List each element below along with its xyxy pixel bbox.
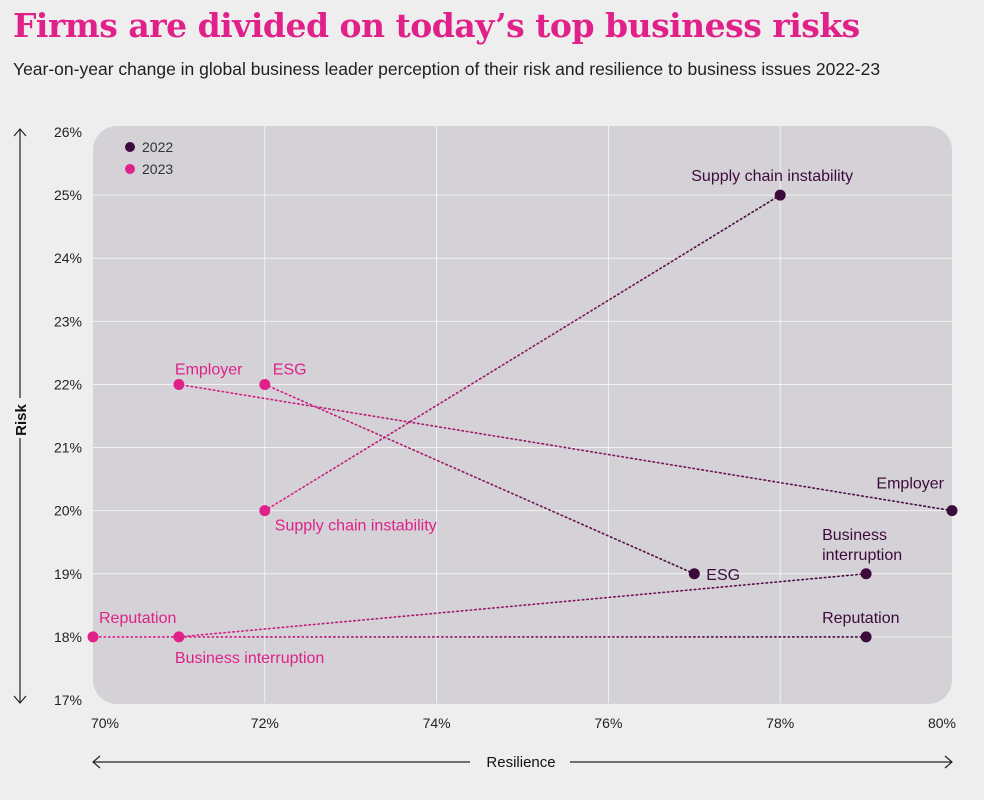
x-tick-label: 78% <box>766 715 794 731</box>
point-2022-reputation <box>860 631 872 643</box>
x-tick-labels: 70% 72% 74% 76% 78% 80% <box>91 715 956 731</box>
x-tick-label: 74% <box>423 715 451 731</box>
data-points <box>87 189 958 643</box>
label-2023-supply-chain-instability: Supply chain instability <box>275 518 437 535</box>
y-tick-label: 17% <box>54 692 82 708</box>
point-labels: Supply chain instability Supply chain ins… <box>99 168 945 667</box>
point-2022-supply-chain-instability <box>774 189 786 201</box>
point-2023-supply-chain-instability <box>259 505 271 517</box>
y-tick-label: 23% <box>54 313 82 329</box>
y-tick-label: 26% <box>54 124 82 140</box>
label-2023-reputation: Reputation <box>99 610 176 627</box>
y-tick-label: 24% <box>54 250 82 266</box>
connector-supply-chain-instability <box>263 194 782 512</box>
x-tick-label: 80% <box>928 715 956 731</box>
legend-label-2023: 2023 <box>142 161 173 177</box>
connector-esg <box>263 383 696 575</box>
point-2022-esg <box>688 568 700 580</box>
point-2023-business-interruption <box>173 631 185 643</box>
label-2022-business-interruption: Business interruption <box>822 527 902 564</box>
y-tick-label: 25% <box>54 187 82 203</box>
connector-employer <box>178 383 953 512</box>
x-axis-title: Resilience <box>486 754 555 771</box>
y-tick-label: 18% <box>54 629 82 645</box>
point-2023-esg <box>259 378 271 390</box>
point-2022-employer <box>946 505 958 517</box>
legend-marker-2023 <box>125 164 135 174</box>
plot-background <box>93 126 952 704</box>
connector-lines <box>92 194 953 638</box>
gridlines <box>93 126 952 703</box>
point-2022-business-interruption <box>860 568 872 580</box>
label-2022-supply-chain-instability: Supply chain instability <box>691 168 853 185</box>
y-tick-label: 22% <box>54 376 82 392</box>
label-2023-business-interruption: Business interruption <box>175 650 324 667</box>
chart-title: Firms are divided on today’s top busines… <box>13 6 860 45</box>
point-2023-reputation <box>87 631 99 643</box>
label-2022-employer: Employer <box>876 476 944 493</box>
point-2023-employer <box>173 378 185 390</box>
y-tick-label: 20% <box>54 503 82 519</box>
label-2023-esg: ESG <box>273 361 307 378</box>
y-tick-label: 21% <box>54 440 82 456</box>
chart-subtitle: Year-on-year change in global business l… <box>13 59 881 79</box>
legend: 2022 2023 <box>125 139 173 177</box>
y-axis-title: Risk <box>13 404 30 436</box>
x-tick-label: 72% <box>251 715 279 731</box>
y-tick-labels: 17% 18% 19% 20% 21% 22% 23% 24% 25% 26% <box>54 124 82 708</box>
legend-marker-2022 <box>125 142 135 152</box>
x-tick-label: 76% <box>594 715 622 731</box>
y-tick-label: 19% <box>54 566 82 582</box>
label-2022-reputation: Reputation <box>822 610 899 627</box>
legend-label-2022: 2022 <box>142 139 173 155</box>
x-tick-label: 70% <box>91 715 119 731</box>
label-2022-esg: ESG <box>706 567 740 584</box>
label-2023-employer: Employer <box>175 361 243 378</box>
